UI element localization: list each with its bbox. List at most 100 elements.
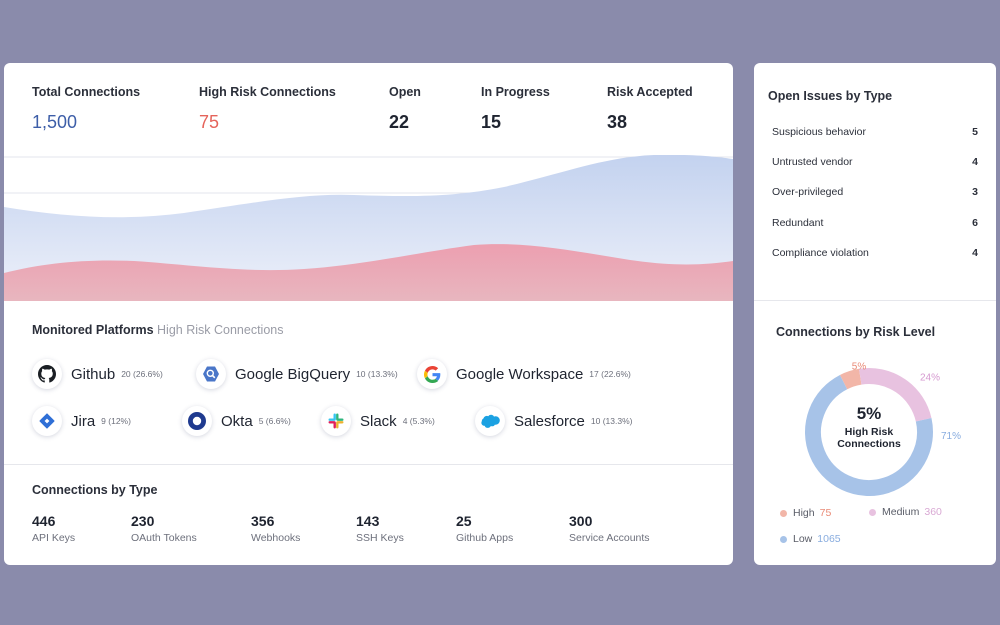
issue-row-compliance-violation[interactable]: Compliance violation 4 bbox=[772, 247, 978, 259]
stat-value: 22 bbox=[389, 112, 410, 132]
google-icon bbox=[417, 359, 447, 389]
platform-google-bigquery[interactable]: Google BigQuery 10 (13.3%) bbox=[196, 359, 398, 389]
connection-type-count: 300 bbox=[569, 513, 593, 529]
platform-name: Google Workspace bbox=[456, 365, 584, 383]
platform-count: 17 (22.6%) bbox=[589, 369, 631, 379]
issue-row-untrusted-vendor[interactable]: Untrusted vendor 4 bbox=[772, 156, 978, 168]
issue-row-redundant[interactable]: Redundant 6 bbox=[772, 217, 978, 229]
issue-count: 4 bbox=[972, 156, 978, 168]
legend-value: 1065 bbox=[817, 533, 841, 545]
okta-icon bbox=[182, 406, 212, 436]
platform-github[interactable]: Github 20 (26.6%) bbox=[32, 359, 163, 389]
issue-count: 5 bbox=[972, 126, 978, 138]
github-icon bbox=[32, 359, 62, 389]
legend-label: High bbox=[793, 507, 815, 519]
issue-label: Over-privileged bbox=[772, 186, 844, 198]
section-divider bbox=[754, 300, 996, 301]
monitored-platforms-subtitle: High Risk Connections bbox=[157, 323, 284, 337]
donut-center-value: 5% bbox=[857, 404, 882, 423]
platform-google-workspace[interactable]: Google Workspace 17 (22.6%) bbox=[417, 359, 631, 389]
platform-name: Github bbox=[71, 365, 116, 383]
stat-label: In Progress bbox=[481, 85, 550, 99]
stat-risk-accepted[interactable]: Risk Accepted 38 bbox=[607, 85, 693, 133]
stat-high-risk-connections[interactable]: High Risk Connections 75 bbox=[199, 85, 336, 133]
connection-type-count: 143 bbox=[356, 513, 380, 529]
issue-label: Untrusted vendor bbox=[772, 156, 853, 168]
stat-value: 75 bbox=[199, 112, 220, 132]
issue-row-suspicious-behavior[interactable]: Suspicious behavior 5 bbox=[772, 126, 978, 138]
donut-center-label-1: High Risk bbox=[845, 426, 894, 438]
platform-okta[interactable]: Okta 5 (6.6%) bbox=[182, 406, 291, 436]
issue-count: 4 bbox=[972, 247, 978, 259]
donut-segment-high[interactable] bbox=[839, 368, 862, 390]
legend-value: 360 bbox=[924, 506, 942, 518]
overview-card: Total Connections 1,500 High Risk Connec… bbox=[4, 63, 733, 565]
legend-label: Low bbox=[793, 533, 813, 545]
connections-area-chart bbox=[4, 155, 733, 301]
connection-type-api-keys[interactable]: 446 API Keys bbox=[32, 513, 75, 544]
platform-name: Google BigQuery bbox=[235, 365, 351, 383]
side-panel-card: Open Issues by Type Suspicious behavior … bbox=[754, 63, 996, 565]
jira-icon bbox=[32, 406, 62, 436]
legend-label: Medium bbox=[882, 506, 920, 518]
connection-type-count: 446 bbox=[32, 513, 56, 529]
stat-value: 38 bbox=[607, 112, 628, 132]
donut-segment-medium[interactable] bbox=[858, 368, 932, 422]
legend-dot-low bbox=[780, 535, 787, 543]
legend-value: 75 bbox=[819, 507, 832, 519]
connection-type-service-accounts[interactable]: 300 Service Accounts bbox=[569, 513, 650, 544]
stat-total-connections[interactable]: Total Connections 1,500 bbox=[32, 85, 140, 133]
risk-level-title: Connections by Risk Level bbox=[776, 325, 936, 339]
connection-type-webhooks[interactable]: 356 Webhooks bbox=[251, 513, 300, 544]
salesforce-icon bbox=[475, 406, 505, 436]
issue-row-over-privileged[interactable]: Over-privileged 3 bbox=[772, 186, 978, 198]
platform-slack[interactable]: Slack 4 (5.3%) bbox=[321, 406, 435, 436]
slack-icon bbox=[321, 406, 351, 436]
connection-type-github-apps[interactable]: 25 Github Apps bbox=[456, 513, 513, 544]
stat-open[interactable]: Open 22 bbox=[389, 85, 421, 133]
area-high-risk-connections bbox=[4, 244, 733, 301]
bigquery-icon bbox=[196, 359, 226, 389]
issue-label: Suspicious behavior bbox=[772, 126, 866, 138]
donut-label-high: 5% bbox=[852, 361, 867, 372]
platform-name: Jira bbox=[71, 412, 96, 430]
connections-by-type-title: Connections by Type bbox=[32, 483, 158, 497]
platform-name: Salesforce bbox=[514, 412, 585, 430]
legend-low[interactable]: Low 1065 bbox=[780, 533, 841, 545]
connection-type-label: SSH Keys bbox=[356, 532, 404, 544]
legend-high[interactable]: High 75 bbox=[780, 507, 831, 519]
donut-segments bbox=[805, 368, 933, 496]
risk-donut-chart: 5% High Risk Connections 5% 24% 71% bbox=[805, 361, 961, 496]
issue-count: 3 bbox=[972, 186, 978, 198]
legend-dot-medium bbox=[869, 508, 876, 516]
issue-label: Compliance violation bbox=[772, 247, 869, 259]
connection-type-count: 230 bbox=[131, 513, 155, 529]
stat-label: High Risk Connections bbox=[199, 85, 336, 99]
donut-label-medium: 24% bbox=[920, 372, 940, 383]
legend-medium[interactable]: Medium 360 bbox=[869, 506, 942, 518]
stat-in-progress[interactable]: In Progress 15 bbox=[481, 85, 550, 133]
connection-type-count: 356 bbox=[251, 513, 275, 529]
platform-count: 9 (12%) bbox=[101, 416, 131, 426]
connection-type-label: Service Accounts bbox=[569, 532, 650, 544]
open-issues-title: Open Issues by Type bbox=[768, 89, 893, 103]
platform-count: 10 (13.3%) bbox=[356, 369, 398, 379]
platform-count: 4 (5.3%) bbox=[402, 416, 435, 426]
platform-count: 5 (6.6%) bbox=[258, 416, 291, 426]
donut-segment-low[interactable] bbox=[805, 374, 933, 496]
connection-type-label: OAuth Tokens bbox=[131, 532, 197, 544]
connection-type-oauth-tokens[interactable]: 230 OAuth Tokens bbox=[131, 513, 197, 544]
section-divider bbox=[4, 464, 733, 465]
connection-type-label: Webhooks bbox=[251, 532, 301, 544]
stat-value: 1,500 bbox=[32, 112, 78, 132]
platform-count: 20 (26.6%) bbox=[121, 369, 163, 379]
connection-type-ssh-keys[interactable]: 143 SSH Keys bbox=[356, 513, 404, 544]
legend-dot-high bbox=[780, 509, 787, 517]
platform-jira[interactable]: Jira 9 (12%) bbox=[32, 406, 131, 436]
connection-type-label: API Keys bbox=[32, 532, 76, 544]
issue-count: 6 bbox=[972, 217, 978, 229]
monitored-platforms-title: Monitored Platforms High Risk Connection… bbox=[32, 323, 283, 337]
donut-center-label-2: Connections bbox=[837, 438, 901, 450]
platform-salesforce[interactable]: Salesforce 10 (13.3%) bbox=[475, 406, 632, 436]
platform-count: 10 (13.3%) bbox=[590, 416, 633, 426]
